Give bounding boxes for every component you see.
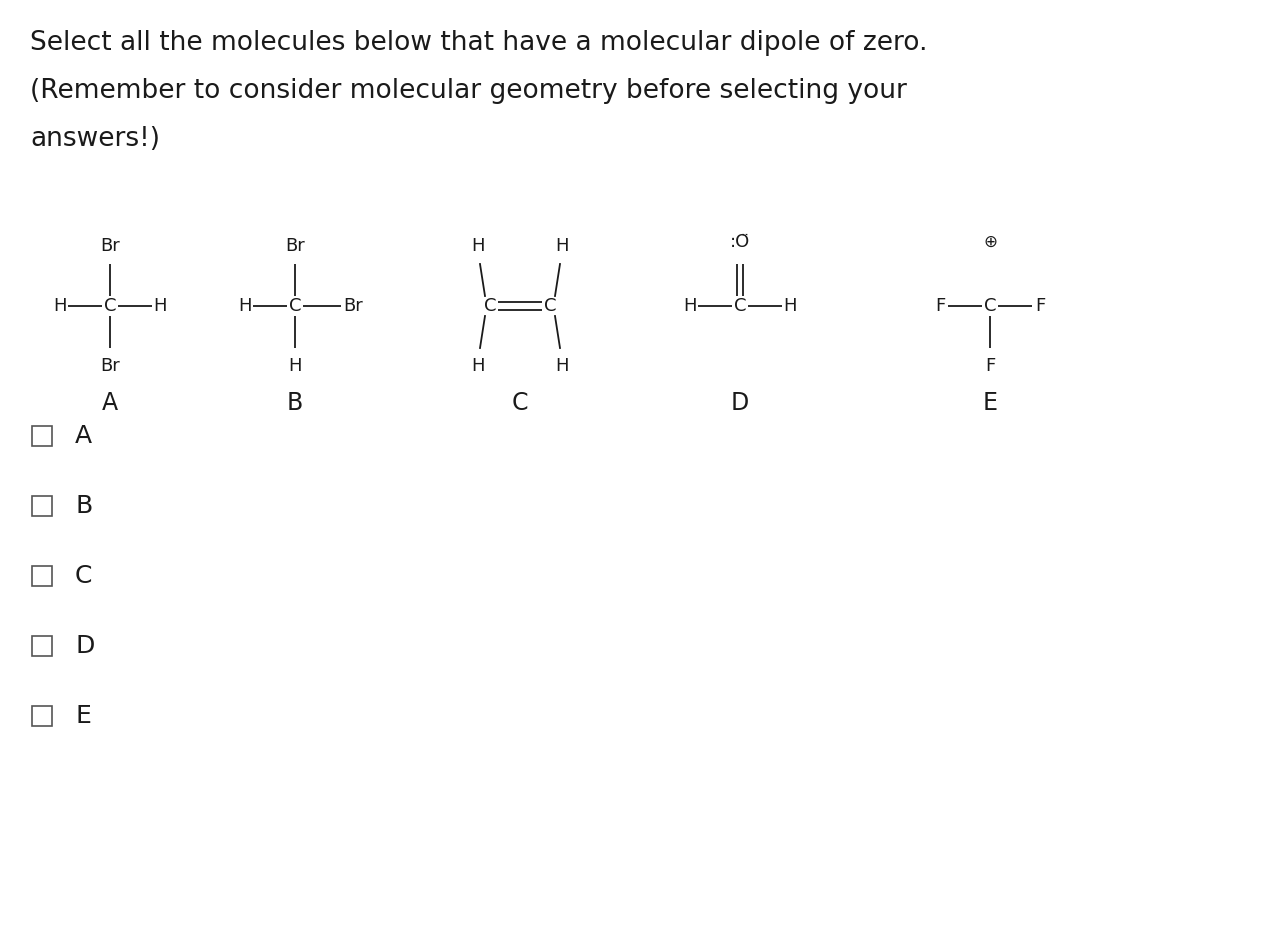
Text: H: H <box>238 297 252 315</box>
FancyBboxPatch shape <box>32 426 52 446</box>
Text: C: C <box>734 297 747 315</box>
Text: H: H <box>54 297 66 315</box>
Text: C: C <box>984 297 996 315</box>
Text: D: D <box>731 391 749 415</box>
Text: C: C <box>75 564 93 588</box>
FancyBboxPatch shape <box>32 496 52 516</box>
Text: Br: Br <box>101 237 120 255</box>
FancyBboxPatch shape <box>32 706 52 726</box>
Text: :Ö: :Ö <box>730 233 750 251</box>
Text: answers!): answers!) <box>31 126 161 152</box>
Text: B: B <box>75 494 92 518</box>
Text: H: H <box>288 357 302 375</box>
Text: H: H <box>153 297 167 315</box>
Text: F: F <box>935 297 945 315</box>
FancyBboxPatch shape <box>32 636 52 656</box>
Text: (Remember to consider molecular geometry before selecting your: (Remember to consider molecular geometry… <box>31 78 907 104</box>
Text: H: H <box>471 357 484 375</box>
FancyBboxPatch shape <box>32 566 52 586</box>
Text: Br: Br <box>285 237 304 255</box>
Text: F: F <box>985 357 995 375</box>
Text: Br: Br <box>101 357 120 375</box>
Text: A: A <box>75 424 92 448</box>
Text: H: H <box>784 297 796 315</box>
Text: C: C <box>289 297 301 315</box>
Text: H: H <box>471 237 484 255</box>
Text: B: B <box>287 391 303 415</box>
Text: E: E <box>75 704 90 728</box>
Text: C: C <box>512 391 529 415</box>
Text: ⊕: ⊕ <box>984 233 998 251</box>
Text: Select all the molecules below that have a molecular dipole of zero.: Select all the molecules below that have… <box>31 30 927 56</box>
Text: C: C <box>103 297 116 315</box>
Text: F: F <box>1034 297 1045 315</box>
Text: C: C <box>484 297 497 315</box>
Text: D: D <box>75 634 94 658</box>
Text: E: E <box>982 391 998 415</box>
Text: H: H <box>555 237 568 255</box>
Text: A: A <box>102 391 118 415</box>
Text: H: H <box>683 297 697 315</box>
Text: H: H <box>555 357 568 375</box>
Text: Br: Br <box>343 297 363 315</box>
Text: C: C <box>544 297 557 315</box>
